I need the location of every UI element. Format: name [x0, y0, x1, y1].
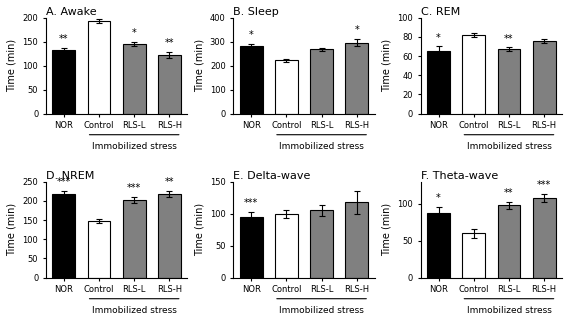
- Text: ***: ***: [244, 198, 258, 208]
- Text: *: *: [354, 26, 359, 35]
- Text: Immobilized stress: Immobilized stress: [92, 306, 176, 316]
- Bar: [275, 214, 298, 277]
- Text: ***: ***: [537, 180, 551, 191]
- Y-axis label: Time (min): Time (min): [195, 203, 204, 256]
- Text: **: **: [59, 34, 68, 44]
- Text: ***: ***: [57, 177, 71, 187]
- Bar: [345, 43, 368, 113]
- Bar: [533, 198, 556, 277]
- Text: C. REM: C. REM: [420, 7, 460, 17]
- Text: **: **: [164, 177, 174, 187]
- Text: B. Sleep: B. Sleep: [233, 7, 279, 17]
- Bar: [345, 202, 368, 277]
- Text: A. Awake: A. Awake: [46, 7, 97, 17]
- Text: Immobilized stress: Immobilized stress: [279, 306, 364, 316]
- Bar: [310, 50, 333, 113]
- Bar: [463, 35, 485, 113]
- Text: Immobilized stress: Immobilized stress: [92, 142, 176, 152]
- Text: E. Delta-wave: E. Delta-wave: [233, 171, 311, 181]
- Bar: [427, 51, 450, 113]
- Text: F. Theta-wave: F. Theta-wave: [420, 171, 498, 181]
- Bar: [88, 221, 110, 277]
- Y-axis label: Time (min): Time (min): [7, 203, 17, 256]
- Y-axis label: Time (min): Time (min): [194, 39, 204, 92]
- Bar: [463, 233, 485, 277]
- Text: *: *: [436, 193, 441, 203]
- Bar: [123, 200, 146, 277]
- Text: *: *: [132, 28, 137, 38]
- Text: *: *: [436, 33, 441, 43]
- Bar: [497, 50, 521, 113]
- Text: Immobilized stress: Immobilized stress: [467, 142, 551, 152]
- Bar: [497, 205, 521, 277]
- Y-axis label: Time (min): Time (min): [7, 39, 17, 92]
- Text: **: **: [504, 188, 514, 198]
- Text: **: **: [504, 33, 514, 44]
- Bar: [533, 41, 556, 113]
- Bar: [88, 21, 110, 113]
- Text: *: *: [249, 30, 254, 40]
- Y-axis label: Time (min): Time (min): [382, 39, 391, 92]
- Bar: [427, 213, 450, 277]
- Bar: [158, 194, 181, 277]
- Bar: [275, 60, 298, 113]
- Bar: [240, 46, 263, 113]
- Bar: [158, 55, 181, 113]
- Text: Immobilized stress: Immobilized stress: [279, 142, 364, 152]
- Y-axis label: Time (min): Time (min): [382, 203, 391, 256]
- Text: **: **: [164, 38, 174, 49]
- Bar: [123, 44, 146, 113]
- Bar: [240, 217, 263, 277]
- Text: Immobilized stress: Immobilized stress: [467, 306, 551, 316]
- Text: D. NREM: D. NREM: [46, 171, 94, 181]
- Text: ***: ***: [127, 183, 141, 193]
- Bar: [52, 50, 75, 113]
- Bar: [310, 211, 333, 277]
- Bar: [52, 194, 75, 277]
